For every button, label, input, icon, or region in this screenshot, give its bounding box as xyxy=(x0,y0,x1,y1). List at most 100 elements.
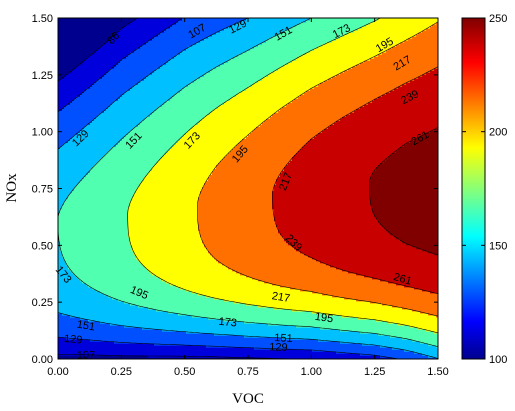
contour-band-cell xyxy=(210,252,305,256)
contour-band-cell xyxy=(108,40,149,43)
contour-band-cell xyxy=(130,202,199,206)
contour-band-cell xyxy=(396,150,438,153)
contour-band-cell xyxy=(140,122,199,125)
contour-band-cell xyxy=(130,238,203,242)
contour-band-cell xyxy=(82,92,125,95)
contour-band-cell xyxy=(280,32,349,35)
x-tick-label: 1.25 xyxy=(364,366,385,378)
contour-band-cell xyxy=(434,252,438,256)
contour-band-cell xyxy=(274,214,375,218)
contour-band-cell xyxy=(58,136,73,139)
contour-line-195 xyxy=(127,18,438,334)
contour-band-cell xyxy=(62,108,107,111)
contour-band-cell xyxy=(410,324,438,328)
contour-band-cell xyxy=(58,298,119,302)
contour-band-cell xyxy=(152,272,241,276)
contour-band-cell xyxy=(58,50,97,53)
contour-band-cell xyxy=(72,270,151,274)
contour-band-cell xyxy=(86,282,171,286)
contour-line-217 xyxy=(197,21,438,317)
contour-band-cell xyxy=(144,176,209,180)
contour-band-cell xyxy=(130,130,189,133)
contour-band-cell xyxy=(76,96,121,99)
contour-band-cell xyxy=(128,234,201,238)
contour-band-cell xyxy=(276,180,371,184)
contour-band-cell xyxy=(188,46,255,49)
contour-band-cell xyxy=(384,226,438,230)
contour-band-cell xyxy=(422,352,438,356)
contour-band-cell xyxy=(430,26,438,29)
x-tick-label: 0.25 xyxy=(111,366,132,378)
contour-band-cell xyxy=(336,74,423,77)
contour-band-cell xyxy=(134,250,209,254)
contour-band-cell xyxy=(332,40,405,43)
contour-band-cell xyxy=(350,112,438,115)
contour-band-cell xyxy=(132,248,209,252)
contour-band-cell xyxy=(276,178,371,182)
contour-band-cell xyxy=(60,242,131,246)
contour-band-cell xyxy=(138,186,203,190)
contour-band-cell xyxy=(62,254,137,258)
contour-band-cell xyxy=(112,146,173,149)
contour-band-cell xyxy=(284,64,357,67)
contour-band-cell xyxy=(74,134,127,137)
contour-band-cell xyxy=(336,120,438,123)
contour-band-cell xyxy=(238,54,303,57)
contour-band-cell xyxy=(128,206,199,210)
contour-band-cell xyxy=(254,82,321,85)
contour-band-cell xyxy=(154,342,363,346)
contour-band-cell xyxy=(206,294,333,298)
contour-band-cell xyxy=(128,210,199,214)
contour-band-cell xyxy=(228,60,293,63)
contour-band-cell xyxy=(356,272,438,276)
contour-band-cell xyxy=(58,186,75,190)
contour-band-cell xyxy=(132,86,185,89)
contour-band-cell xyxy=(114,100,167,103)
contour-band-cell xyxy=(260,124,331,127)
contour-band-cell xyxy=(58,152,107,155)
contour-band-cell xyxy=(58,200,65,204)
contour-band-cell xyxy=(128,212,199,216)
contour-band-cell xyxy=(58,238,131,242)
contour-band-cell xyxy=(282,234,395,238)
contour-band-cell xyxy=(386,92,438,95)
contour-band-cell xyxy=(128,222,199,226)
contour-band-cell xyxy=(296,248,423,252)
contour-band-cell xyxy=(198,200,273,204)
contour-band-cell xyxy=(192,44,259,47)
contour-band-cell xyxy=(392,356,437,359)
contour-band-cell xyxy=(164,154,227,158)
contour-band-cell xyxy=(252,130,323,133)
contour-band-cell xyxy=(376,166,438,170)
contour-band-cell xyxy=(272,196,371,200)
contour-band-cell xyxy=(198,208,275,212)
contour-band-cell xyxy=(58,198,67,202)
contour-band-cell xyxy=(214,332,379,336)
contour-band-cell xyxy=(290,286,415,290)
contour-band-cell xyxy=(308,140,411,143)
contour-band-cell xyxy=(62,250,135,254)
contour-band-cell xyxy=(232,24,297,27)
contour-band-cell xyxy=(58,58,87,61)
y-tick-label: 1.50 xyxy=(32,13,53,25)
contour-band-cell xyxy=(58,72,69,75)
contour-band-cell xyxy=(162,278,259,282)
contour-band-cell xyxy=(60,246,133,250)
contour-band-cell xyxy=(292,60,365,63)
contour-band-cell xyxy=(428,250,438,254)
contour-band-cell xyxy=(134,126,193,129)
contour-band-cell xyxy=(58,272,75,276)
contour-band-cell xyxy=(268,74,337,77)
contour-band-cell xyxy=(292,156,389,160)
contour-band-cell xyxy=(378,96,438,99)
contour-band-cell xyxy=(58,260,67,264)
contour-band-cell xyxy=(58,280,83,284)
contour-band-cell xyxy=(124,324,297,328)
contour-band-cell xyxy=(114,66,161,69)
contour-band-cell xyxy=(102,76,147,79)
contour-band-cell xyxy=(412,308,438,312)
contour-band-cell xyxy=(58,320,101,324)
contour-band-cell xyxy=(184,86,249,89)
contour-band-cell xyxy=(418,326,438,330)
contour-band-cell xyxy=(348,68,435,71)
